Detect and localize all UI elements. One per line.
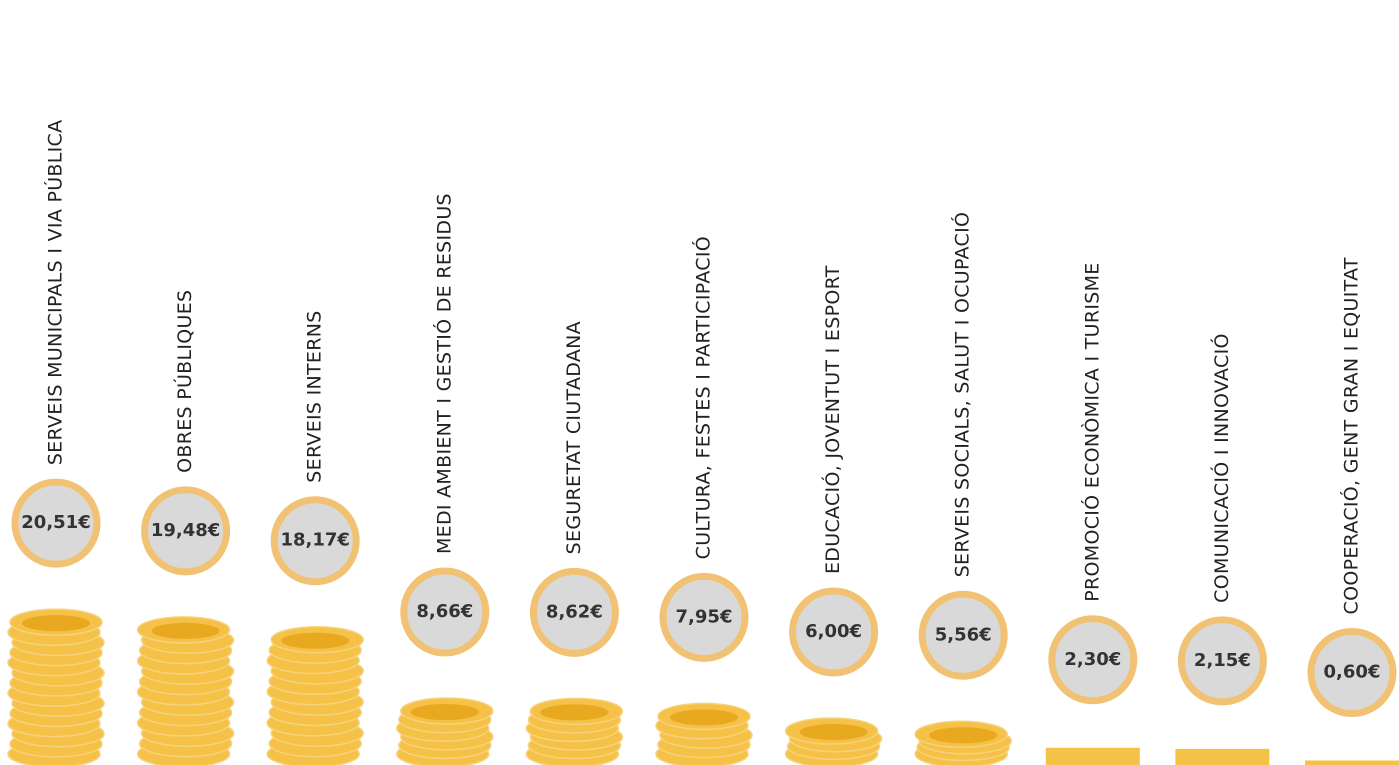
coin-face bbox=[800, 724, 868, 740]
coin-stack bbox=[526, 698, 622, 765]
coin-stack bbox=[786, 718, 882, 765]
coin-bar bbox=[1175, 749, 1269, 765]
coin-stack bbox=[1305, 761, 1399, 765]
coin-face bbox=[929, 727, 997, 743]
category-label: COOPERACIÓ, GENT GRAN I EQUITAT bbox=[1339, 257, 1363, 614]
coin-face bbox=[411, 704, 479, 720]
coin-face bbox=[152, 623, 220, 639]
value-label: 8,62€ bbox=[546, 601, 603, 622]
category-label: SEGURETAT CIUTADANA bbox=[563, 321, 585, 554]
value-label: 6,00€ bbox=[805, 621, 862, 642]
value-label: 2,15€ bbox=[1194, 650, 1251, 671]
coin-face bbox=[670, 709, 738, 725]
chart: 20,51€ SERVEIS MUNICIPALS I VIA PÚBLICA 19… bbox=[0, 0, 1399, 765]
value-label: 7,95€ bbox=[676, 606, 733, 627]
coin-stack bbox=[8, 609, 104, 765]
value-label: 0,60€ bbox=[1324, 662, 1381, 683]
coin-face bbox=[281, 633, 349, 649]
coin-stack bbox=[1046, 748, 1140, 765]
coin-stack bbox=[1175, 749, 1269, 765]
coin-stack bbox=[267, 627, 363, 765]
coin-face bbox=[22, 615, 90, 631]
coin-stack bbox=[915, 721, 1011, 765]
category-label: COMUNICACIÓ I INNOVACIÓ bbox=[1209, 333, 1233, 603]
category-label: SERVEIS INTERNS bbox=[304, 310, 326, 482]
value-label: 8,66€ bbox=[416, 601, 473, 622]
category-label: SERVEIS MUNICIPALS I VIA PÚBLICA bbox=[43, 120, 67, 466]
category-label: SERVEIS SOCIALS, SALUT I OCUPACIÓ bbox=[950, 212, 974, 578]
value-label: 20,51€ bbox=[21, 512, 90, 533]
category-label: PROMOCIÓ ECONÒMICA I TURISME bbox=[1079, 262, 1103, 601]
value-label: 18,17€ bbox=[280, 530, 349, 551]
value-label: 5,56€ bbox=[935, 624, 992, 645]
category-label: OBRES PÚBLIQUES bbox=[172, 290, 196, 473]
page: 20,51€ SERVEIS MUNICIPALS I VIA PÚBLICA 19… bbox=[0, 0, 1399, 765]
value-label: 2,30€ bbox=[1064, 649, 1121, 670]
coin-bar bbox=[1305, 761, 1399, 765]
coin-stack bbox=[656, 703, 752, 765]
coin-bar bbox=[1046, 748, 1140, 765]
coin-face bbox=[540, 704, 608, 720]
coin-stack bbox=[138, 617, 234, 765]
coin-stack bbox=[397, 698, 493, 765]
category-label: CULTURA, FESTES I PARTICIPACIÓ bbox=[691, 236, 715, 559]
category-label: EDUCACIÓ, JOVENTUT I ESPORT bbox=[820, 265, 844, 574]
category-label: MEDI AMBIENT I GESTIÓ DE RESIDUS bbox=[431, 193, 455, 554]
value-label: 19,48€ bbox=[151, 520, 220, 541]
